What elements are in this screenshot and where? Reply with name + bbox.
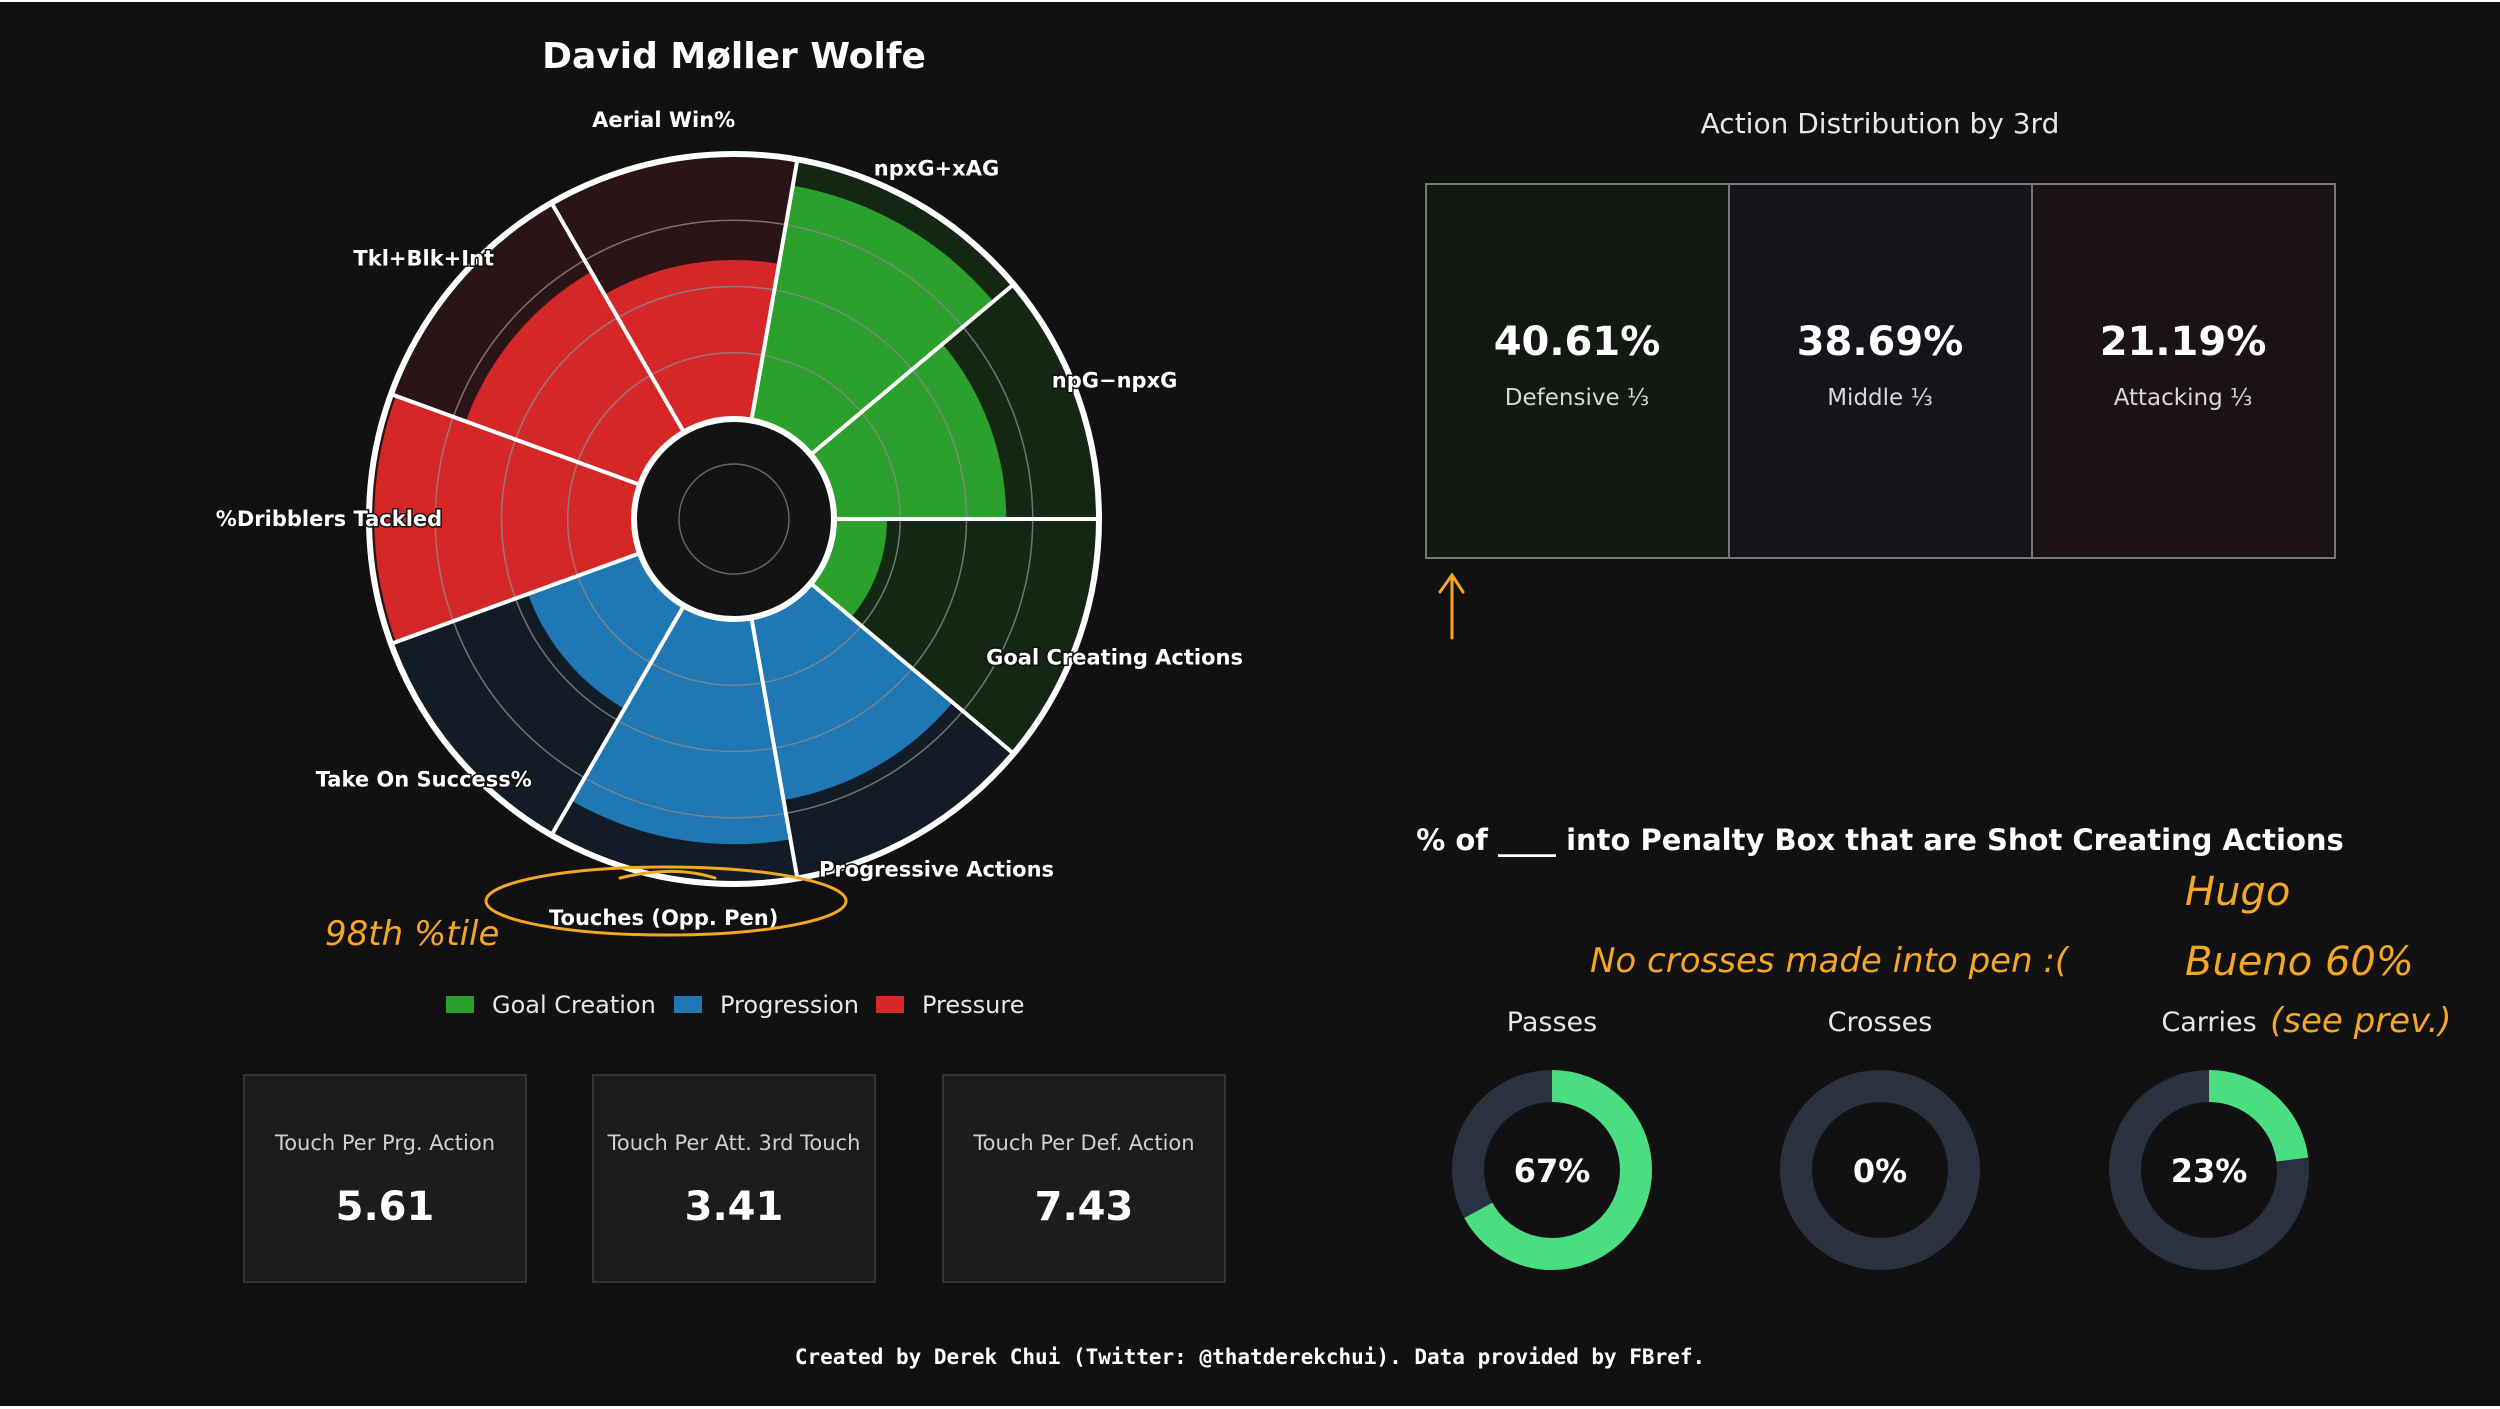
legend-label-goal-creation: Goal Creation [492, 991, 656, 1019]
distribution-cell-box [2031, 183, 2336, 559]
annotation-percentile-note: 98th %tile [325, 914, 499, 954]
stat-card-label: Touch Per Prg. Action [274, 1131, 495, 1155]
sca-title: % of ____ into Penalty Box that are Shot… [1416, 823, 2344, 857]
donut-label: Carries [2161, 1007, 2256, 1038]
stat-card: Touch Per Att. 3rd Touch 3.41 [592, 1074, 876, 1283]
donut-value: 67% [1514, 1152, 1591, 1190]
radial-category-label: Touches (Opp. Pen) [549, 906, 778, 930]
radial-category-label: %Dribblers Tackled [216, 507, 442, 531]
stat-card: Touch Per Def. Action 7.43 [942, 1074, 1226, 1283]
player-name-title: David Møller Wolfe [542, 36, 926, 77]
distribution-cell-box [1728, 183, 2033, 559]
radial-bar [465, 271, 684, 485]
radial-divider [549, 604, 686, 837]
annotation-hugo-note-2: Bueno 60% [2185, 939, 2414, 985]
footer-credit: Created by Derek Chui (Twitter: @thatder… [795, 1345, 1705, 1369]
radial-divider [809, 282, 1015, 457]
radial-divider [390, 392, 641, 487]
radial-outer-ring [366, 151, 1102, 887]
radial-percentile-chart: npG−npxG npxG+xAG Aerial Win% Tkl+Blk+Int %D… [214, 107, 1244, 932]
distribution-cell: 21.19% Attacking ⅓ [2031, 183, 2336, 559]
distribution-cell-box [1425, 183, 1730, 559]
distribution-cell: 38.69% Middle ⅓ [1728, 183, 2033, 559]
stat-card-value: 3.41 [685, 1184, 784, 1230]
annotation-arrow-icon [1438, 572, 1465, 640]
donut-value: 0% [1853, 1152, 1907, 1190]
radial-divider [549, 201, 686, 434]
stat-card-box [243, 1074, 527, 1283]
radial-hub [631, 416, 837, 622]
annotation-crosses-note: No crosses made into pen :( [1590, 941, 2070, 981]
annotations [484, 572, 1465, 937]
stat-card-value: 5.61 [336, 1184, 435, 1230]
distribution-cell: 40.61% Defensive ⅓ [1425, 183, 1730, 559]
donut-label: Crosses [1828, 1007, 1933, 1038]
radial-divider [749, 617, 800, 879]
distribution-value: 40.61% [1494, 319, 1661, 365]
legend-label-pressure: Pressure [922, 991, 1024, 1019]
legend-swatch-progression [674, 996, 702, 1013]
radial-category-label: Aerial Win% [592, 108, 735, 132]
distribution-label: Defensive ⅓ [1505, 385, 1649, 411]
stat-card-label: Touch Per Def. Action [972, 1131, 1194, 1155]
stat-card-value: 7.43 [1035, 1184, 1134, 1230]
radial-category-label: npxG+xAG [874, 156, 999, 180]
radial-divider [749, 159, 800, 421]
distribution-value: 38.69% [1797, 319, 1964, 365]
radial-bar [571, 605, 791, 845]
legend-swatch-pressure [876, 996, 904, 1013]
radial-category-label: npG−npxG [1052, 368, 1178, 392]
distribution-label: Middle ⅓ [1827, 385, 1933, 411]
sca-donuts: Passes 67% Crosses 0% Carries 23% [1452, 1007, 2309, 1270]
donut-arc [1452, 1070, 1652, 1270]
stat-card-label: Touch Per Att. 3rd Touch [607, 1131, 861, 1155]
radial-bar [374, 395, 641, 643]
radial-divider [390, 551, 641, 646]
donut-label: Passes [1507, 1007, 1597, 1038]
radial-hub-ring [678, 463, 790, 575]
radial-category-label: Tkl+Blk+Int [353, 247, 494, 271]
radial-bar [751, 185, 994, 455]
radial-bar [751, 583, 953, 801]
donut-value: 23% [2171, 1152, 2248, 1190]
annotation-hugo-note-1: Hugo [2185, 869, 2290, 915]
legend-label-progression: Progression [720, 991, 859, 1019]
donut-arc [2109, 1070, 2309, 1270]
stat-card-box [942, 1074, 1226, 1283]
distribution-title: Action Distribution by 3rd [1701, 107, 2060, 140]
radial-divider [809, 581, 1015, 756]
radial-legend: Goal Creation Progression Pressure [446, 991, 1024, 1019]
annotation-arrow-icon [618, 869, 717, 880]
radial-category-label: Take On Success% [316, 767, 532, 791]
stat-card-box [592, 1074, 876, 1283]
distribution-value: 21.19% [2100, 319, 2267, 365]
annotation-circle [484, 865, 848, 937]
radial-bar [810, 344, 1007, 519]
radial-category-label: Goal Creating Actions [986, 646, 1243, 670]
radial-category-label: Progressive Actions [819, 858, 1054, 882]
radial-bar [810, 519, 887, 618]
donut-track [1780, 1070, 1980, 1270]
distribution-label: Attacking ⅓ [2114, 385, 2253, 411]
stat-card: Touch Per Prg. Action 5.61 [243, 1074, 527, 1283]
legend-swatch-goal-creation [446, 996, 474, 1013]
annotation-hugo-note-3: (see prev.) [2270, 1001, 2452, 1041]
